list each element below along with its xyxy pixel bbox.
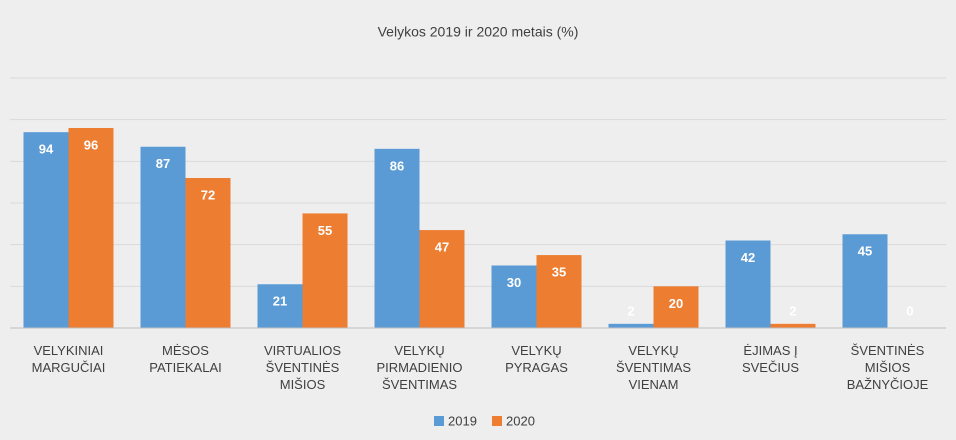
bar <box>23 132 69 328</box>
legend-label: 2019 <box>448 413 477 428</box>
bar <box>185 178 231 328</box>
data-label: 20 <box>669 296 683 311</box>
data-label: 47 <box>435 240 449 255</box>
bar <box>419 230 465 328</box>
bar <box>653 286 699 328</box>
data-label: 2 <box>627 303 634 318</box>
bar <box>491 265 537 328</box>
legend-swatch <box>492 416 502 426</box>
x-tick-label: VELYKINIAI MARGUČIAI <box>32 343 106 375</box>
x-tick-label: VELYKŲ PIRMADIENIO ŠVENTIMAS <box>377 343 463 392</box>
x-tick-label: MĖSOS PATIEKALAI <box>149 343 222 375</box>
bar <box>257 284 303 328</box>
data-label: 96 <box>84 137 98 152</box>
bar <box>302 213 348 328</box>
data-label: 86 <box>390 158 404 173</box>
x-tick-label: VIRTUALIOS ŠVENTINĖS MIŠIOS <box>264 343 341 392</box>
bar <box>770 323 816 328</box>
data-label: 30 <box>507 275 521 290</box>
x-tick-label: ŠVENTINĖS MIŠIOS BAŽNYČIOJE <box>847 343 929 392</box>
bar <box>68 128 114 328</box>
data-label: 87 <box>156 156 170 171</box>
bar <box>608 323 654 328</box>
data-label: 94 <box>39 142 54 157</box>
x-tick-label: ĖJIMAS Į SVEČIUS <box>742 343 799 375</box>
bar <box>725 240 771 328</box>
bar <box>140 146 186 328</box>
chart-title: Velykos 2019 ir 2020 metais (%) <box>378 24 579 40</box>
data-label: 0 <box>906 303 913 318</box>
bar <box>536 255 582 328</box>
data-label: 35 <box>552 265 566 280</box>
data-label: 45 <box>858 244 872 259</box>
data-label: 42 <box>741 250 755 265</box>
x-tick-label: VELYKŲ ŠVENTIMAS VIENAM <box>616 343 691 392</box>
data-label: 21 <box>273 294 287 309</box>
bar <box>374 148 420 328</box>
data-label: 2 <box>789 303 796 318</box>
legend-swatch <box>434 416 444 426</box>
x-tick-label: VELYKŲ PYRAGAS <box>505 343 568 375</box>
bar <box>842 234 888 328</box>
legend-label: 2020 <box>506 413 535 428</box>
data-label: 55 <box>318 223 332 238</box>
data-label: 72 <box>201 187 215 202</box>
